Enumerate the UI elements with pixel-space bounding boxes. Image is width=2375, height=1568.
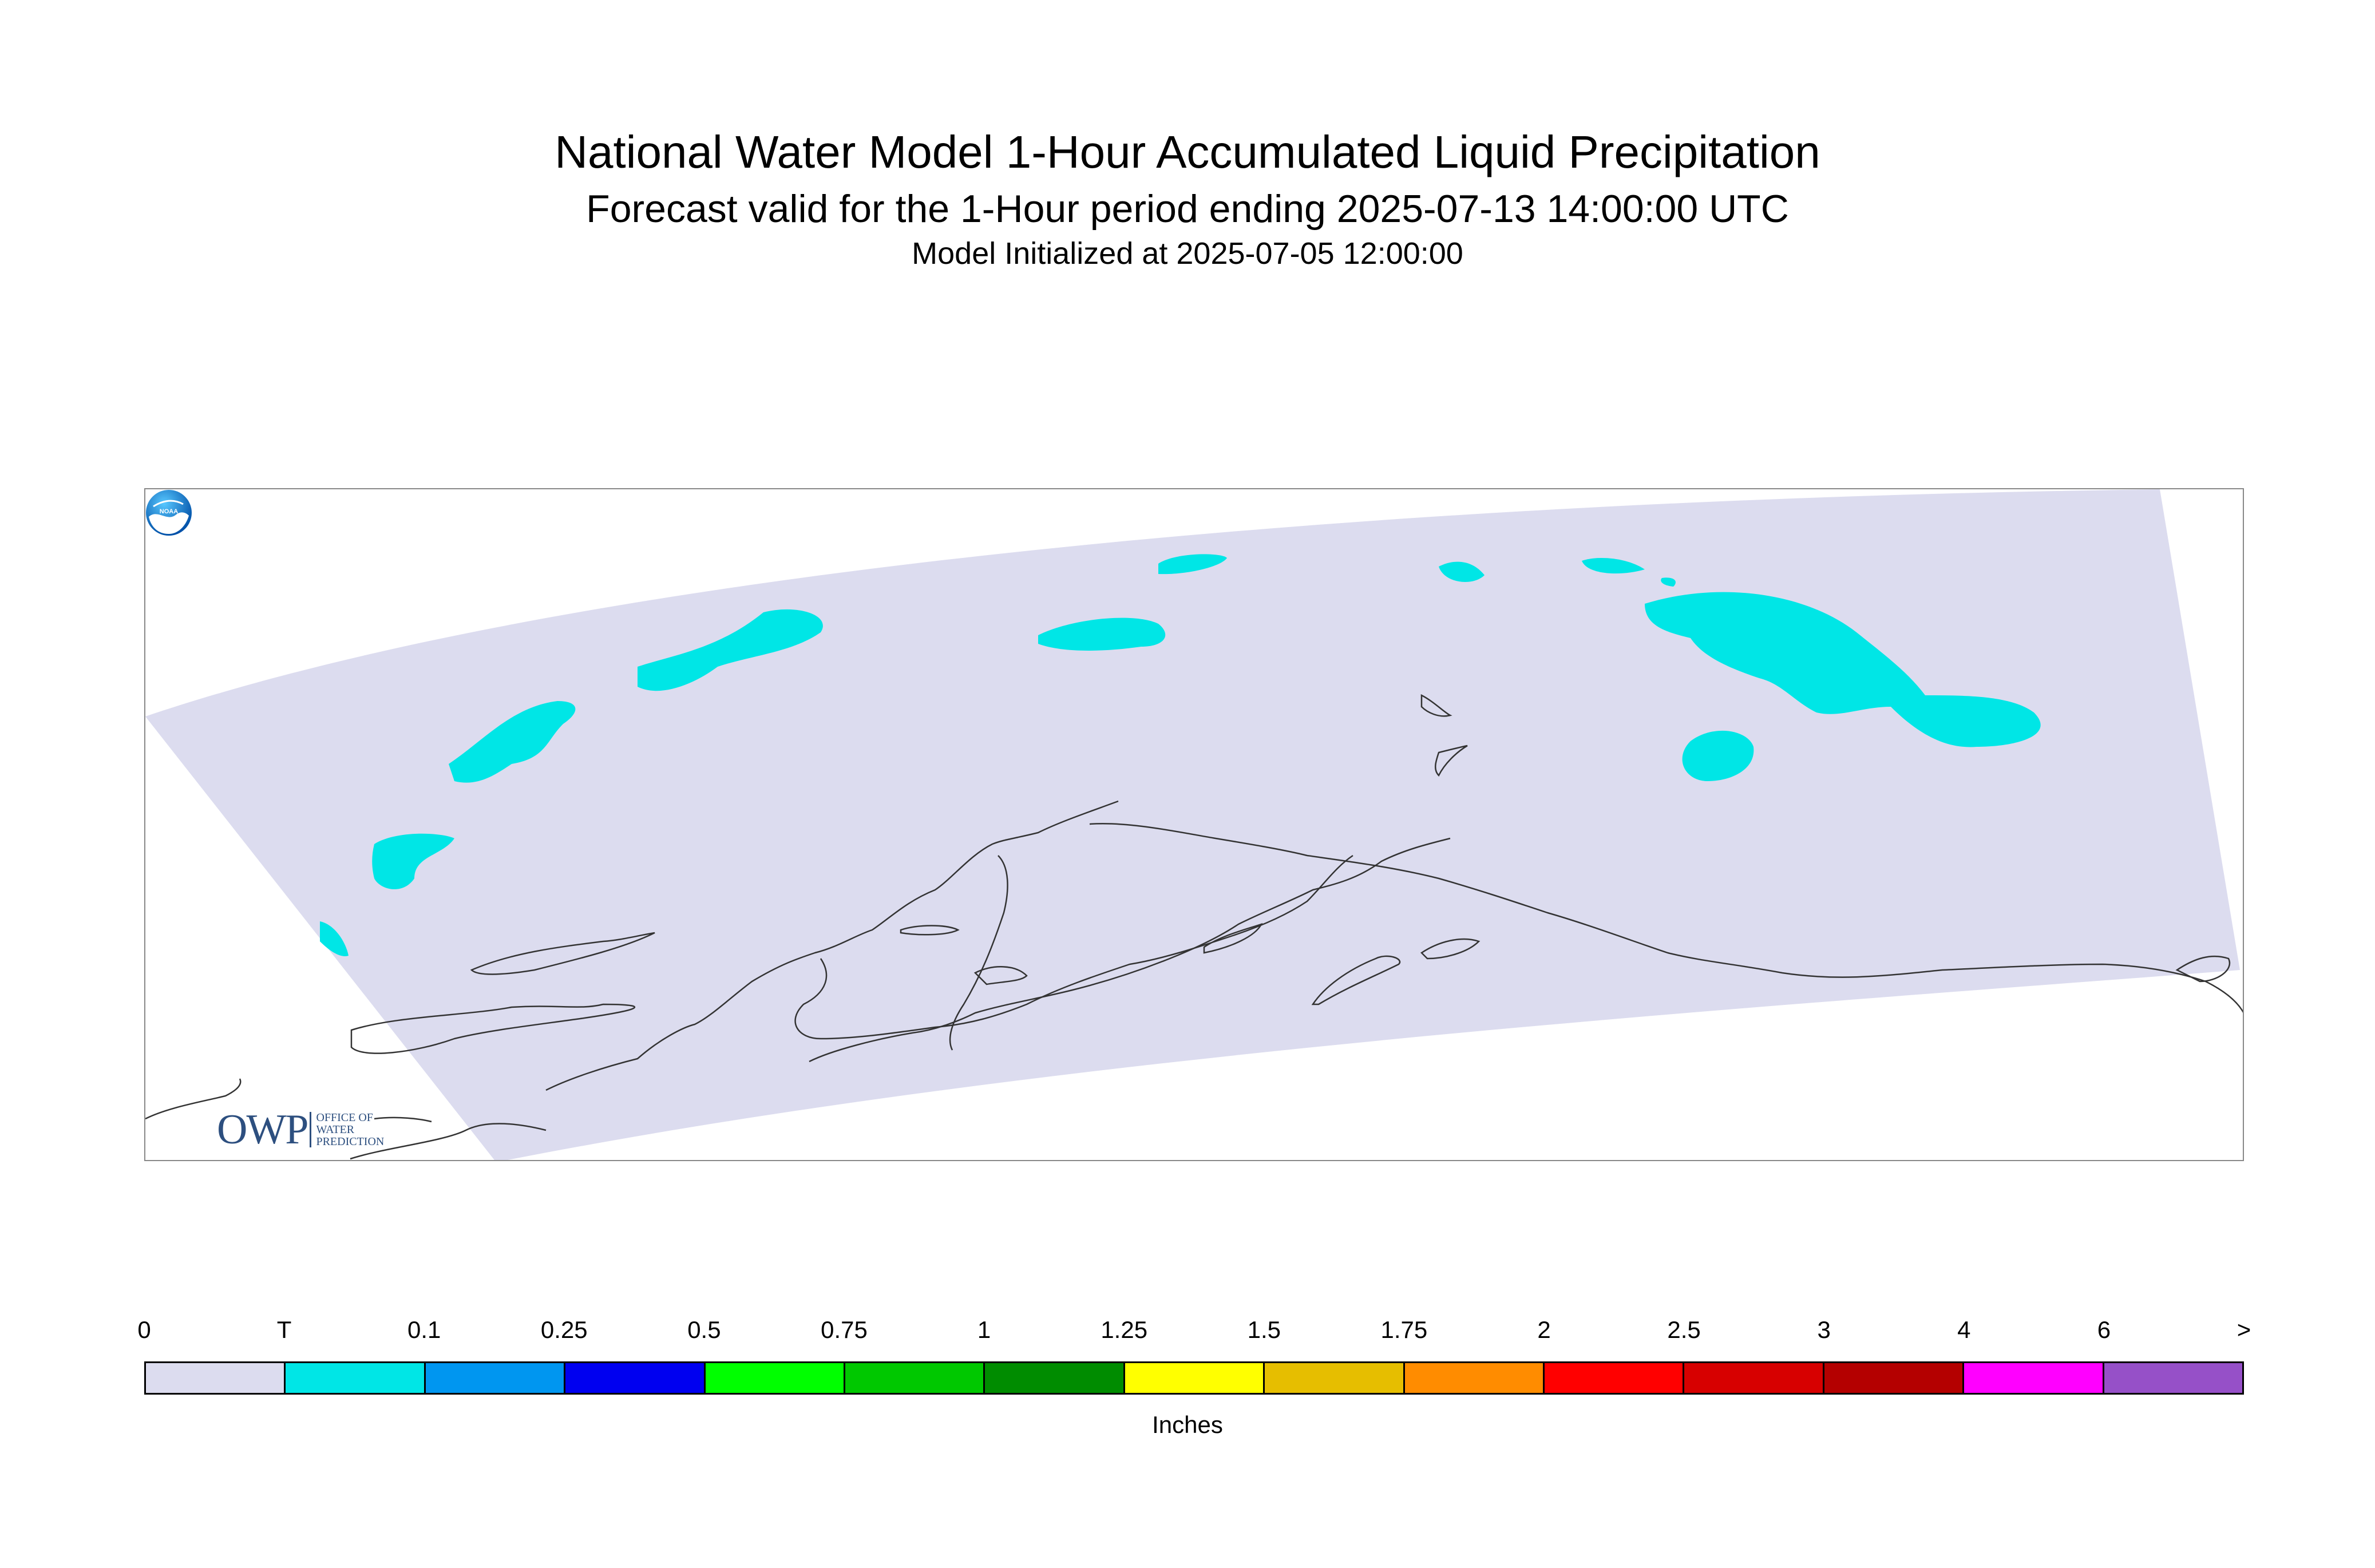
legend-swatch [1824, 1363, 1965, 1393]
coastlines [145, 694, 2243, 1160]
coastline [470, 932, 655, 975]
coastline [1420, 694, 1452, 717]
owp-logo: OWP OFFICE OF WATER PREDICTION [217, 1106, 384, 1153]
precip-area [372, 833, 454, 889]
legend-tick-label: 0.1 [407, 1316, 441, 1343]
coastline [820, 854, 1353, 1040]
legend-tick-label: 1.5 [1247, 1316, 1281, 1343]
owp-logo-mark: OWP [217, 1106, 308, 1153]
legend-tick-label: 0.25 [540, 1316, 588, 1343]
legend-tick-label: 2.5 [1667, 1316, 1701, 1343]
legend-units-label: Inches [1152, 1411, 1223, 1438]
coastline [809, 837, 1451, 1063]
legend-tick-label: 1.75 [1380, 1316, 1428, 1343]
legend-color-bar [144, 1361, 2244, 1395]
legend-swatch [985, 1363, 1125, 1393]
legend-swatch [845, 1363, 985, 1393]
coastline [350, 1123, 547, 1160]
precip-area [449, 701, 576, 783]
legend-swatch [1404, 1363, 1545, 1393]
map-title: National Water Model 1-Hour Accumulated … [555, 126, 1820, 177]
legend-swatch [1684, 1363, 1824, 1393]
precip-area [638, 609, 823, 691]
coastline [900, 925, 960, 936]
owp-logo-line: PREDICTION [316, 1135, 385, 1148]
legend-tick-label: 1 [977, 1316, 991, 1343]
legend-swatch [425, 1363, 566, 1393]
model-domain-area [145, 489, 2240, 1160]
model-init-time: Model Initialized at 2025-07-05 12:00:00 [912, 236, 1463, 271]
precip-area [1038, 617, 1166, 651]
precip-area [1645, 592, 2041, 747]
precip-area [1439, 561, 1485, 582]
legend-tick-label: 4 [1957, 1316, 1971, 1343]
legend-swatch [146, 1363, 286, 1393]
coastline [1420, 938, 1481, 960]
coastline [545, 800, 1119, 1091]
legend-swatch [1964, 1363, 2104, 1393]
legend-swatch [1265, 1363, 1405, 1393]
precip-areas [320, 554, 2041, 956]
coastline [1203, 922, 1263, 954]
owp-logo-text: OFFICE OF WATER PREDICTION [316, 1111, 385, 1148]
legend-tick-label: 0 [137, 1316, 151, 1343]
precip-area [1682, 730, 1754, 781]
coastline [2175, 955, 2231, 983]
coastline [794, 958, 828, 1040]
legend-tick-label: 3 [1817, 1316, 1831, 1343]
coastline [973, 966, 1028, 985]
legend-tick-label: 2 [1537, 1316, 1551, 1343]
noaa-logo-label: NOAA [160, 508, 178, 515]
coastline [1435, 745, 1468, 777]
owp-logo-divider [310, 1112, 312, 1147]
owp-logo-line: WATER [316, 1123, 355, 1136]
precipitation-map: OWP OFFICE OF WATER PREDICTION NOAA [144, 488, 2244, 1161]
legend-swatch [1125, 1363, 1265, 1393]
precip-area [1158, 554, 1227, 575]
legend-swatch [1545, 1363, 1685, 1393]
coastline [374, 1116, 432, 1123]
precip-area [1582, 558, 1645, 574]
legend-tick-label: T [276, 1316, 292, 1343]
noaa-logo-icon: NOAA [146, 490, 192, 536]
precip-area [1661, 577, 1676, 587]
legend-swatch [286, 1363, 426, 1393]
legend-swatch [2104, 1363, 2243, 1393]
legend-tick-label: 0.5 [687, 1316, 721, 1343]
map-subtitle: Forecast valid for the 1-Hour period end… [586, 187, 1789, 231]
legend-swatch [705, 1363, 846, 1393]
color-legend: 0 T 0.1 0.25 0.5 0.75 1 1.25 1.5 1.75 2 2.5 3 4 6 > Inc… [0, 1316, 2375, 1454]
legend-tick-label: 1.25 [1101, 1316, 1148, 1343]
precip-area [320, 921, 349, 956]
coastline [1311, 955, 1401, 1005]
coastline [1089, 823, 2243, 1013]
legend-tick-label: > [2237, 1316, 2251, 1343]
legend-tick-label: 6 [2097, 1316, 2111, 1343]
legend-tick-label: 0.75 [821, 1316, 868, 1343]
legend-swatch [565, 1363, 706, 1393]
coastline [145, 1078, 242, 1120]
coastline [350, 1003, 636, 1054]
owp-logo-line: OFFICE OF [316, 1111, 373, 1124]
